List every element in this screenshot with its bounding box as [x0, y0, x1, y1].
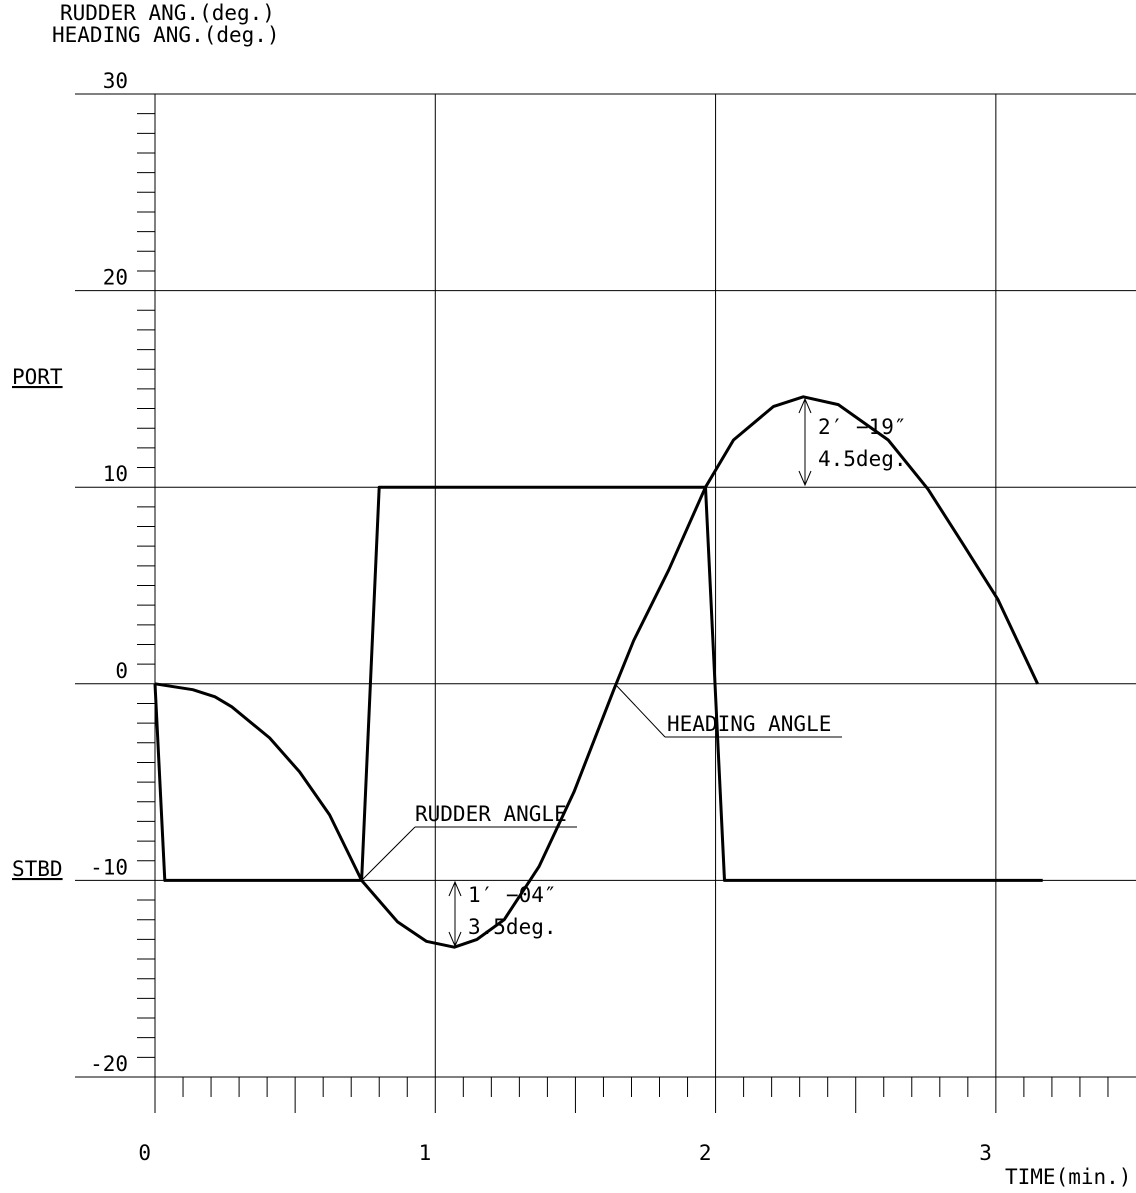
port-label: PORT [12, 365, 63, 389]
series-label: RUDDER ANGLE [415, 802, 567, 826]
annotation: 4.5deg. [818, 447, 907, 471]
y-tick-label: 0 [115, 659, 128, 683]
x-tick-label: 2 [699, 1141, 712, 1165]
stbd-label: STBD [12, 857, 63, 881]
y-tick-label: 10 [103, 462, 128, 486]
y-axis-label: HEADING ANG.(deg.) [52, 23, 280, 47]
dimension-arrow [448, 397, 812, 948]
y-tick-label: -10 [90, 855, 128, 879]
y-tick-label: 20 [103, 266, 128, 290]
y-tick-label: 30 [103, 69, 128, 93]
x-axis-label: TIME(min.) [1005, 1165, 1131, 1189]
leader-line [614, 683, 666, 738]
y-axis-label: RUDDER ANG.(deg.) [60, 1, 275, 25]
x-tick-label: 0 [138, 1141, 151, 1165]
series-line [154, 395, 1039, 949]
series-line [153, 485, 1043, 882]
annotation: 2′ −19″ [818, 415, 907, 439]
annotation: 1′ −04″ [468, 883, 557, 907]
x-tick-label: 3 [979, 1141, 992, 1165]
x-tick-label: 1 [419, 1141, 432, 1165]
series-label: HEADING ANGLE [667, 712, 831, 736]
y-tick-label: -20 [90, 1052, 128, 1076]
leader-line [361, 826, 416, 881]
